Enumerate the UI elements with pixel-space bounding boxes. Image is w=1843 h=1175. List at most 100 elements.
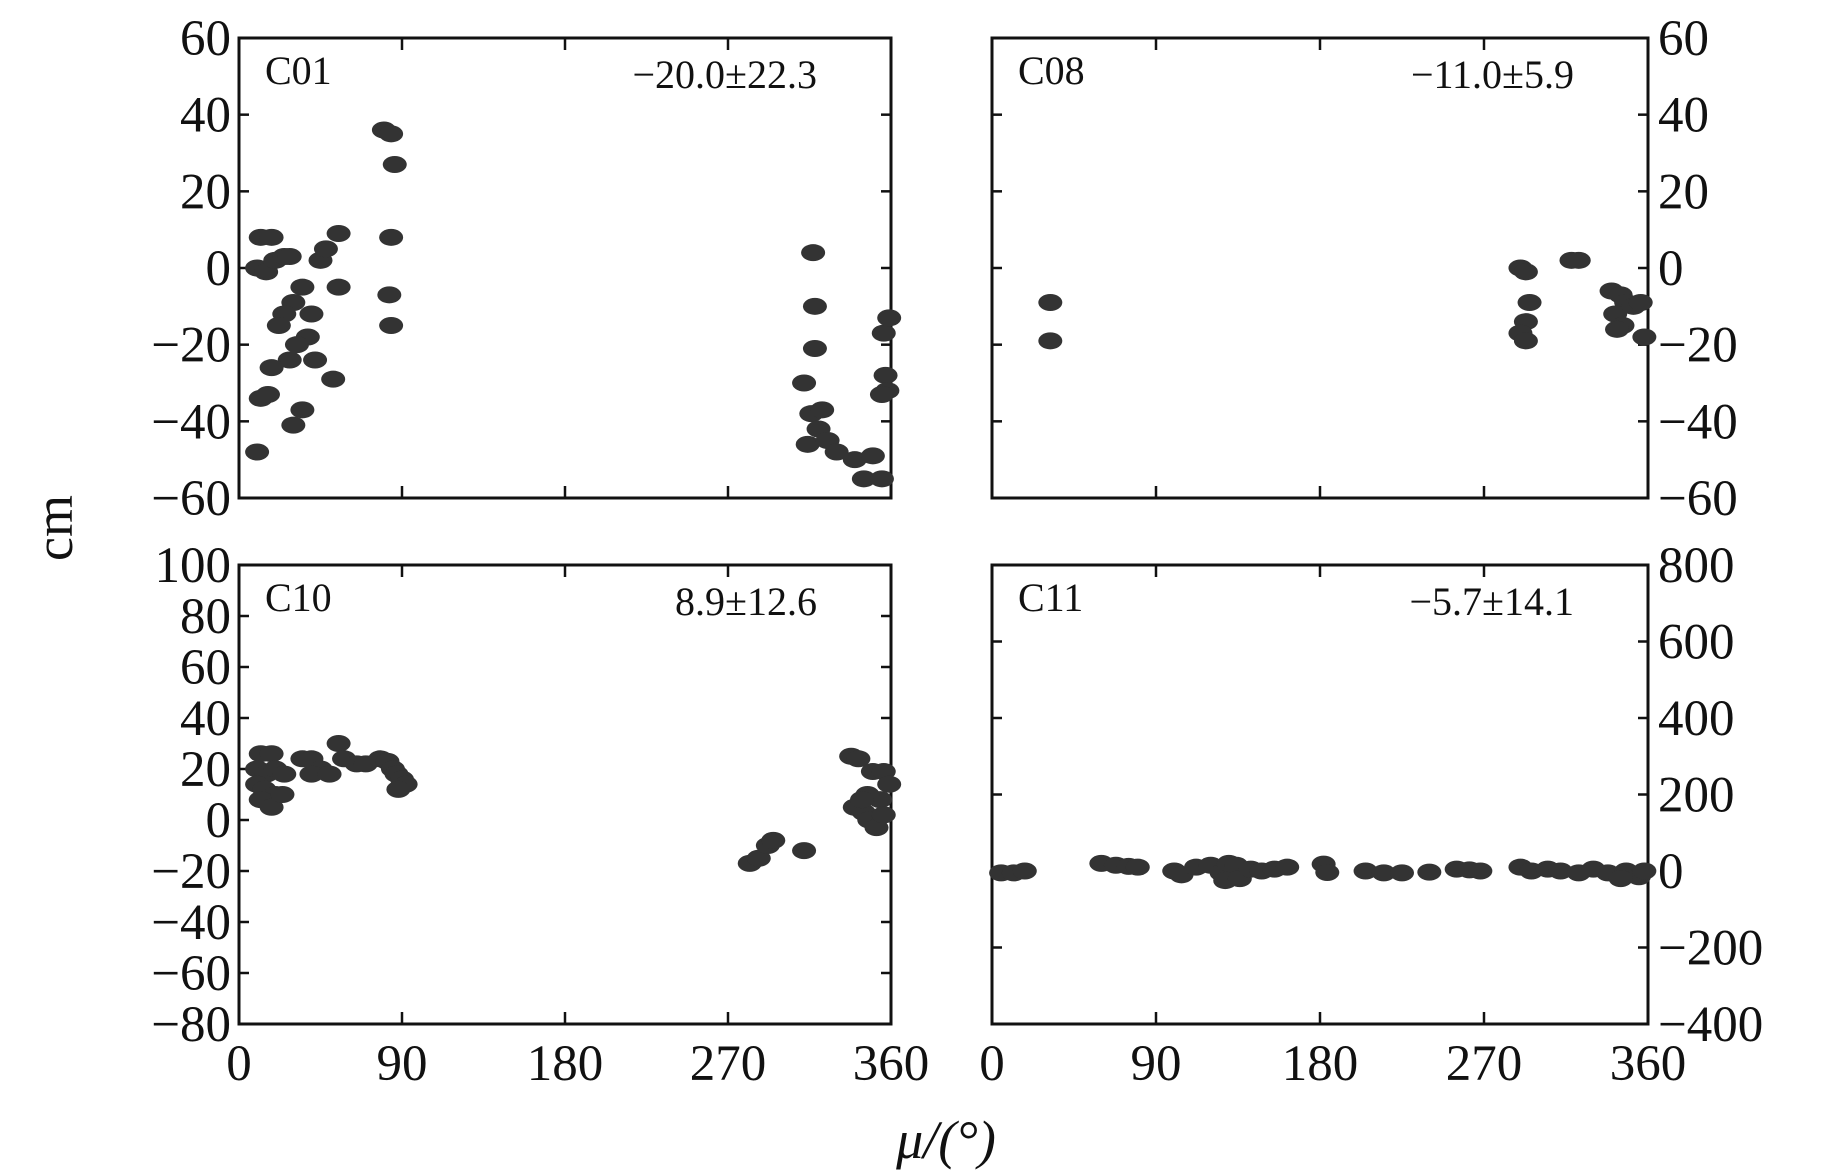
data-point: [259, 745, 284, 763]
x-tick-label: 360: [853, 1036, 930, 1092]
data-point: [245, 443, 270, 461]
data-point: [299, 305, 324, 323]
panel-label: C10: [265, 575, 332, 620]
y-tick-label: −400: [1658, 997, 1763, 1053]
x-tick-label: 180: [1282, 1036, 1359, 1092]
data-point: [871, 324, 896, 342]
panel-label: C01: [265, 48, 332, 93]
data-point: [1038, 332, 1063, 350]
data-point: [266, 317, 291, 334]
data-point: [802, 297, 827, 315]
y-tick-label: −20: [1658, 318, 1738, 374]
y-tick-label: −20: [151, 318, 231, 374]
y-tick-label: 40: [180, 88, 231, 144]
data-point: [792, 842, 817, 860]
data-point: [277, 351, 302, 369]
data-point: [377, 286, 402, 304]
data-point: [860, 447, 885, 465]
data-point: [281, 416, 306, 434]
data-point: [1513, 332, 1538, 350]
x-tick-label: 0: [979, 1036, 1005, 1092]
data-point: [379, 228, 404, 246]
y-tick-label: 0: [206, 241, 232, 297]
data-point: [259, 359, 284, 377]
y-tick-label: −20: [151, 844, 231, 900]
data-point: [1353, 862, 1378, 880]
data-point: [259, 228, 284, 246]
data-point: [1468, 862, 1493, 880]
data-point: [326, 225, 351, 242]
data-point: [1275, 858, 1300, 876]
data-point: [299, 765, 324, 783]
x-tick-label: 0: [226, 1036, 252, 1092]
y-tick-label: −200: [1658, 921, 1763, 977]
data-point: [290, 401, 315, 419]
y-tick-label: −40: [151, 895, 231, 951]
data-point: [746, 849, 771, 867]
y-tick-label: 0: [1658, 844, 1684, 900]
data-point: [850, 791, 875, 809]
data-point: [1371, 864, 1396, 882]
x-tick-label: 180: [527, 1036, 604, 1092]
y-tick-label: 80: [180, 589, 231, 645]
x-tick-label: 270: [1446, 1036, 1523, 1092]
data-point: [869, 470, 894, 488]
y-tick-label: 20: [1658, 164, 1709, 220]
x-tick-label: 270: [690, 1036, 767, 1092]
data-point: [1390, 864, 1414, 882]
y-tick-label: 40: [1658, 88, 1709, 144]
y-tick-label: 600: [1658, 615, 1735, 671]
data-point: [290, 278, 315, 296]
data-point: [824, 443, 849, 461]
data-point: [1605, 320, 1630, 338]
panel-c11: 0 90 180 270 360−400 −200 0 200 400 600 800 C11 −5.7…: [979, 538, 1763, 1092]
data-point: [802, 340, 827, 357]
x-tick-label: 360: [1610, 1036, 1687, 1092]
y-tick-label: 100: [155, 538, 232, 594]
y-tick-label: 0: [1658, 241, 1684, 297]
data-point: [795, 435, 820, 453]
y-tick-label: 800: [1658, 538, 1735, 594]
y-tick-label: −60: [151, 946, 231, 1002]
data-point: [1566, 251, 1591, 269]
data-point: [1632, 328, 1657, 346]
data-point: [259, 798, 284, 816]
data-point: [864, 819, 889, 837]
data-point: [801, 244, 826, 262]
y-tick-label: 60: [1658, 11, 1709, 67]
data-point: [871, 763, 896, 781]
panel-c08: −60 −40 −20 0 20 40 60 C08 −11.0±5.9: [990, 11, 1738, 527]
panel-statistic: −5.7±14.1: [1409, 579, 1574, 624]
data-point: [277, 248, 302, 265]
data-point: [877, 775, 902, 793]
panel-c01: −60 −40 −20 0 20 40 60 C01 −20.0±22.3: [151, 11, 902, 527]
x-tick-label: 90: [1131, 1036, 1182, 1092]
x-axis-title: μ/(°): [895, 1110, 996, 1170]
panel-label: C11: [1018, 575, 1083, 620]
data-point: [272, 765, 297, 783]
panel-statistic: 8.9±12.6: [675, 579, 817, 624]
plot-frame: [237, 563, 893, 1026]
data-point: [1548, 862, 1573, 880]
data-point: [379, 125, 404, 143]
y-tick-label: 20: [180, 164, 231, 220]
y-tick-label: 40: [180, 691, 231, 747]
data-point: [871, 806, 896, 824]
plot-frame: [237, 36, 893, 500]
panel-statistic: −20.0±22.3: [632, 52, 817, 97]
data-point: [851, 470, 876, 488]
data-point: [869, 386, 894, 403]
x-tick-label: 90: [377, 1036, 428, 1092]
data-point: [303, 351, 328, 369]
plot-frame: [990, 36, 1650, 500]
data-point: [1012, 862, 1037, 880]
data-point: [382, 156, 407, 173]
data-point: [1608, 870, 1633, 888]
data-point: [873, 366, 898, 384]
data-point: [761, 831, 786, 849]
data-point: [1628, 294, 1653, 311]
data-point: [284, 336, 309, 354]
y-tick-label: −60: [1658, 471, 1738, 527]
data-point: [877, 309, 902, 327]
